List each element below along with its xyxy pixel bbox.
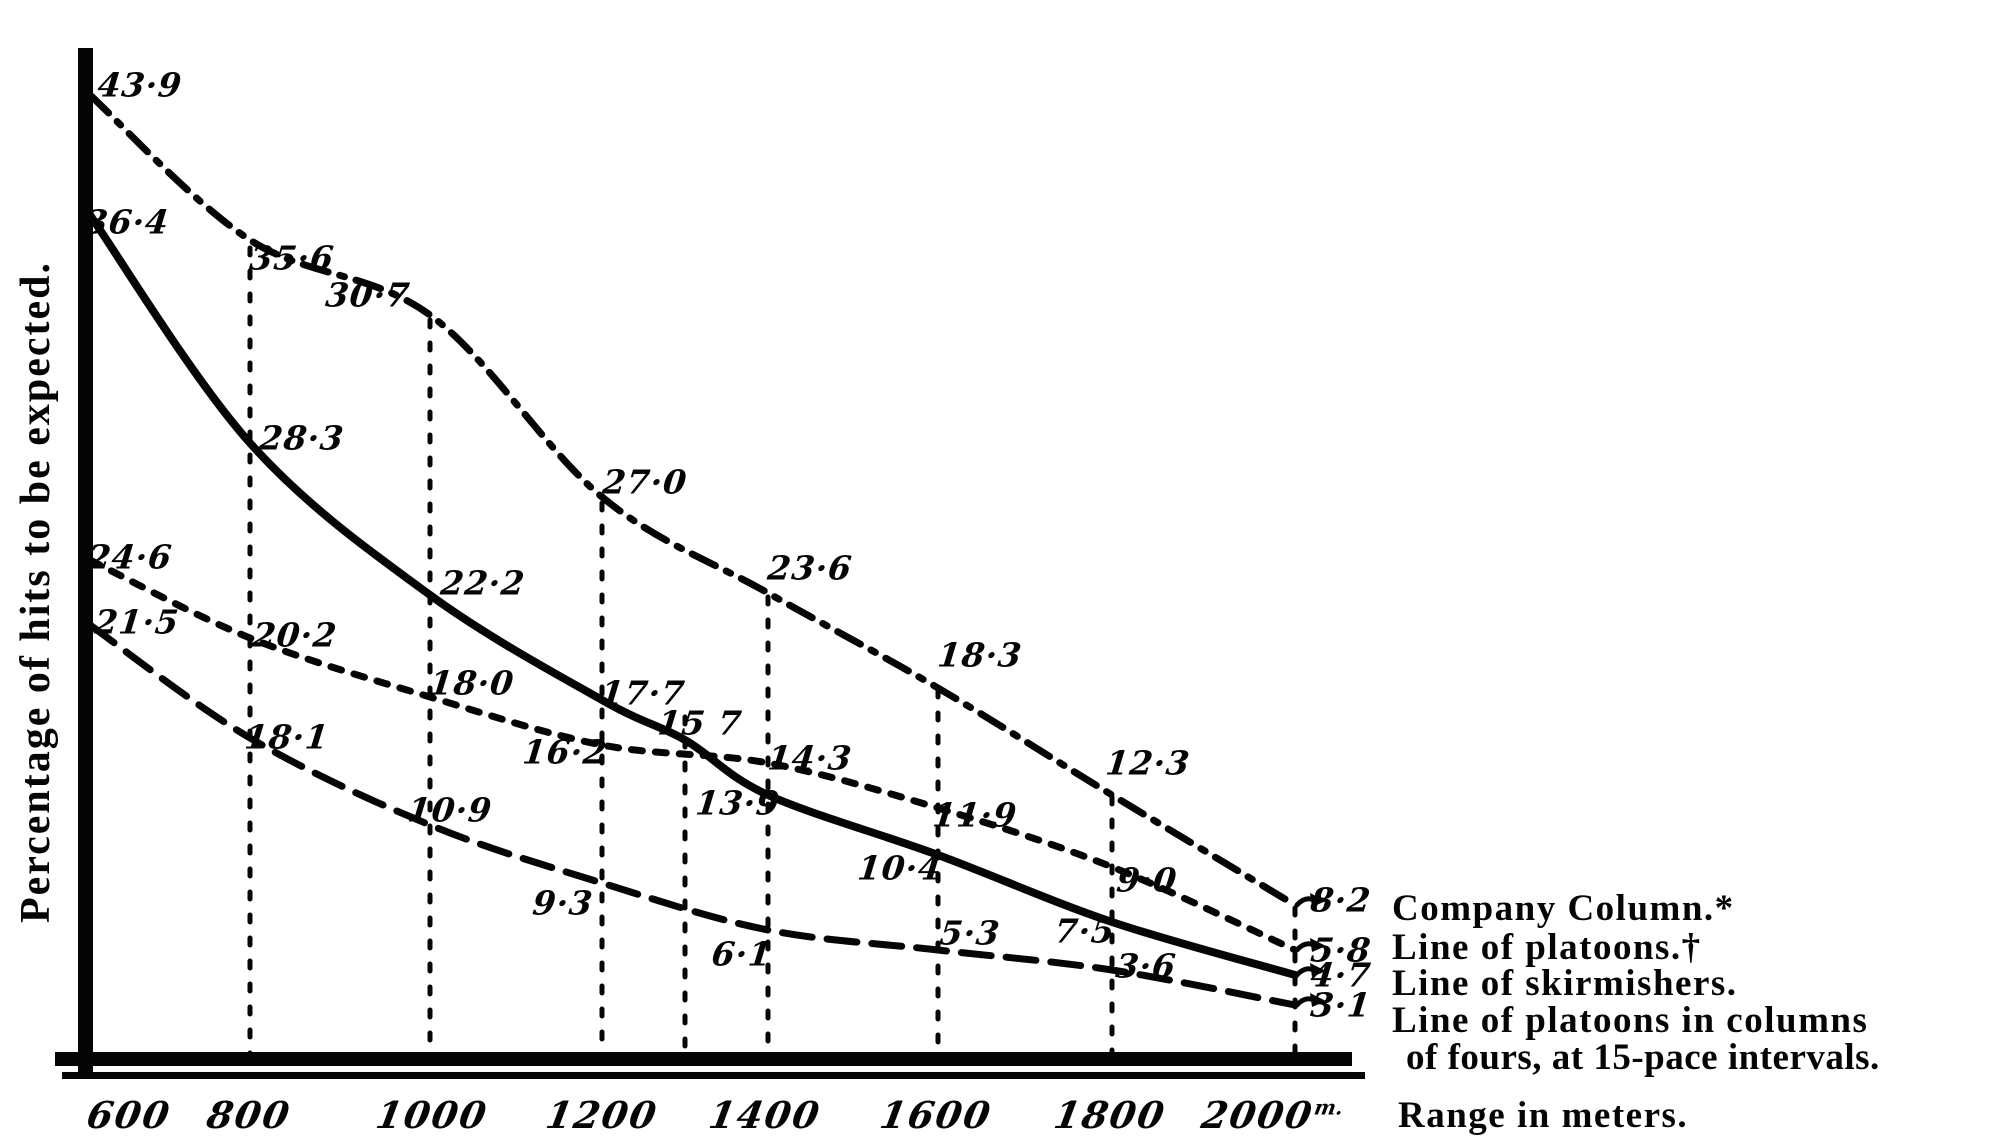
legend-item-company-column: Company Column.* [1392,888,1735,929]
x-tick-label-800: 800 [203,1093,295,1137]
value-label-line-of-platoons-1600: 11·9 [930,795,1020,835]
value-label-company-column-2000: 8·2 [1308,880,1374,920]
x-tick-label-1000: 1000 [372,1093,492,1137]
value-label-line-of-platoons-1400: 14·3 [765,738,855,778]
legend-item-line-of-platoons: Line of platoons.† [1392,927,1702,968]
value-label-company-column-600: 43·9 [95,65,185,105]
x-tick-superscript: m. [1312,1095,1346,1120]
x-tick-label-1800: 1800 [1050,1093,1170,1137]
end-arrow-line-of-platoons [1310,938,1326,952]
value-label-company-column-1200: 27·0 [600,462,690,502]
value-label-platoons-in-columns-of-fours-2000: 3·1 [1308,985,1374,1025]
value-label-line-of-platoons-1800: 9·0 [1114,860,1180,900]
y-axis-label: Percentage of hits to be expected. [13,260,59,924]
end-arrow-platoons-in-columns-of-fours [1310,993,1326,1007]
curve-line-of-skirmishers [86,211,1299,979]
x-axis-line [55,1052,1352,1066]
legend-item-line-of-skirmishers: Line of skirmishers. [1392,963,1738,1004]
value-label-company-column-1600: 18·3 [935,635,1025,675]
value-label-platoons-in-columns-of-fours-1400: 6·1 [709,934,775,974]
value-label-company-column-1400: 23·6 [765,548,855,588]
legend-item-platoons-in-columns-line2: of fours, at 15-pace intervals. [1406,1037,1880,1078]
value-label-line-of-skirmishers-1300: 15 7 [655,703,745,743]
value-label-company-column-800: 35·6 [247,238,337,278]
y-axis-line [78,48,93,1079]
x-tick-label-600: 600 [83,1093,175,1137]
value-label-line-of-skirmishers-1800: 7·5 [1052,911,1118,951]
end-arrow-line-of-skirmishers [1310,963,1326,977]
value-label-line-of-skirmishers-1600: 10·4 [855,848,945,888]
value-label-line-of-skirmishers-1000: 22·2 [438,563,528,603]
value-label-platoons-in-columns-of-fours-1000: 10·9 [405,790,495,830]
x-tick-label-1600: 1600 [876,1093,996,1137]
value-label-line-of-platoons-600: 24·6 [85,537,175,577]
curve-line-of-platoons [86,556,1299,954]
value-label-company-column-1000: 30·7 [323,275,413,315]
x-axis-label: Range in meters. [1398,1095,1689,1136]
value-label-company-column-1800: 12·3 [1103,743,1193,783]
value-label-platoons-in-columns-of-fours-800: 18·1 [242,717,332,757]
value-label-line-of-platoons-1000: 18·0 [427,663,517,703]
curve-platoons-in-columns-of-fours [86,621,1299,1009]
legend-item-platoons-in-columns-line1: Line of platoons in columns [1392,1000,1869,1041]
value-label-line-of-skirmishers-600: 36·4 [82,202,172,242]
x-tick-label-1400: 1400 [705,1093,825,1137]
value-label-platoons-in-columns-of-fours-1200: 9·3 [530,883,596,923]
value-label-line-of-skirmishers-1400: 13·9 [693,783,783,823]
value-label-platoons-in-columns-of-fours-1800: 3·6 [1113,946,1179,986]
value-label-line-of-skirmishers-800: 28·3 [257,418,347,458]
value-label-line-of-platoons-1200: 16·2 [520,732,610,772]
x-axis-second-line [62,1072,1365,1079]
end-arrow-company-column [1310,893,1326,907]
value-label-platoons-in-columns-of-fours-600: 21·5 [92,602,182,642]
x-tick-label-2000: 2000m. [1198,1093,1346,1137]
curve-company-column [86,91,1299,909]
x-tick-label-1200: 1200 [542,1093,662,1137]
value-label-line-of-platoons-800: 20·2 [250,615,340,655]
value-label-platoons-in-columns-of-fours-1600: 5·3 [937,913,1003,953]
